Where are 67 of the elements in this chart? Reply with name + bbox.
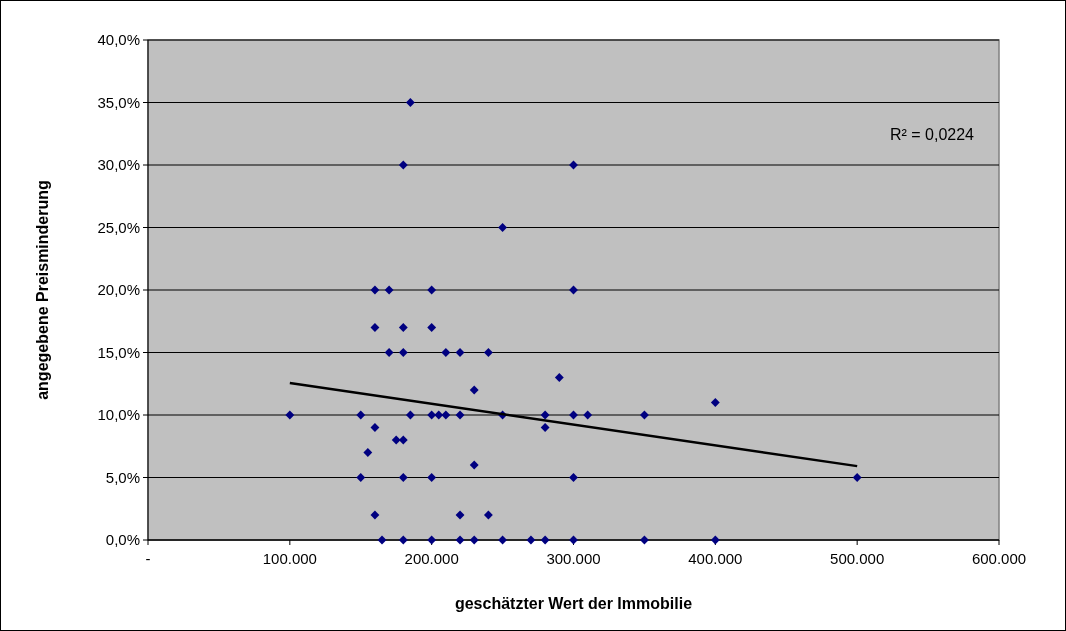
point: [710, 398, 720, 407]
point: [398, 348, 408, 357]
point: [469, 460, 479, 470]
annotation: R² = 0,0224: [889, 126, 975, 143]
point: [370, 285, 380, 295]
point: [483, 348, 493, 357]
y-axis-title: angegebene Preisminderung: [34, 180, 51, 400]
point: [405, 98, 415, 107]
point: [554, 373, 564, 382]
point: [441, 410, 451, 420]
y-tick-label: 35,0%: [97, 93, 140, 111]
x-tick-label: -: [145, 550, 151, 567]
y-tick-label: 5,0%: [105, 468, 140, 486]
point: [455, 510, 465, 520]
point: [469, 535, 479, 545]
x-tick-label: 200.000: [404, 550, 459, 567]
point: [710, 535, 720, 545]
y-tick-label: 25,0%: [97, 218, 140, 236]
y-tick-label: 15,0%: [97, 343, 140, 361]
point: [398, 160, 408, 170]
point: [398, 435, 408, 445]
x-tick-label: 600.000: [971, 550, 1027, 567]
point: [427, 473, 437, 482]
point: [285, 410, 295, 420]
point: [540, 410, 550, 420]
point: [377, 535, 387, 545]
point: [391, 435, 401, 445]
x-tick-label: 500.000: [830, 550, 885, 567]
x-tick-label: 400.000: [688, 550, 743, 567]
point: [405, 410, 415, 420]
x-tick-label: 100.000: [262, 550, 317, 567]
y-tick-label: 20,0%: [97, 281, 140, 299]
point: [540, 423, 550, 432]
y-tick-label: 30,0%: [97, 156, 140, 174]
point: [569, 473, 578, 482]
point: [370, 323, 380, 332]
y-tick-label: 0,0%: [105, 531, 140, 549]
point: [398, 323, 408, 332]
point: [526, 535, 536, 545]
point: [356, 473, 366, 482]
point: [384, 348, 394, 357]
point: [356, 410, 366, 420]
x-tick-label: 300.000: [546, 550, 601, 567]
point: [455, 410, 465, 420]
point: [441, 348, 451, 357]
point: [583, 410, 593, 420]
point: [483, 510, 493, 520]
y-tick-label: 10,0%: [97, 406, 140, 424]
point: [398, 535, 408, 545]
point: [639, 535, 649, 545]
point: [363, 448, 373, 457]
point: [540, 535, 550, 545]
point: [498, 223, 508, 232]
point: [498, 535, 508, 545]
point: [427, 285, 437, 295]
point: [469, 385, 479, 395]
x-axis-title: geschätzter Wert der Immobilie: [454, 595, 693, 612]
point: [852, 473, 862, 482]
point: [370, 423, 380, 432]
point: [398, 473, 408, 482]
point: [427, 323, 437, 332]
point: [384, 285, 394, 295]
y-tick-label: 40,0%: [97, 31, 140, 49]
point: [455, 535, 465, 545]
point: [639, 410, 649, 420]
point: [427, 535, 437, 545]
point: [370, 510, 380, 520]
